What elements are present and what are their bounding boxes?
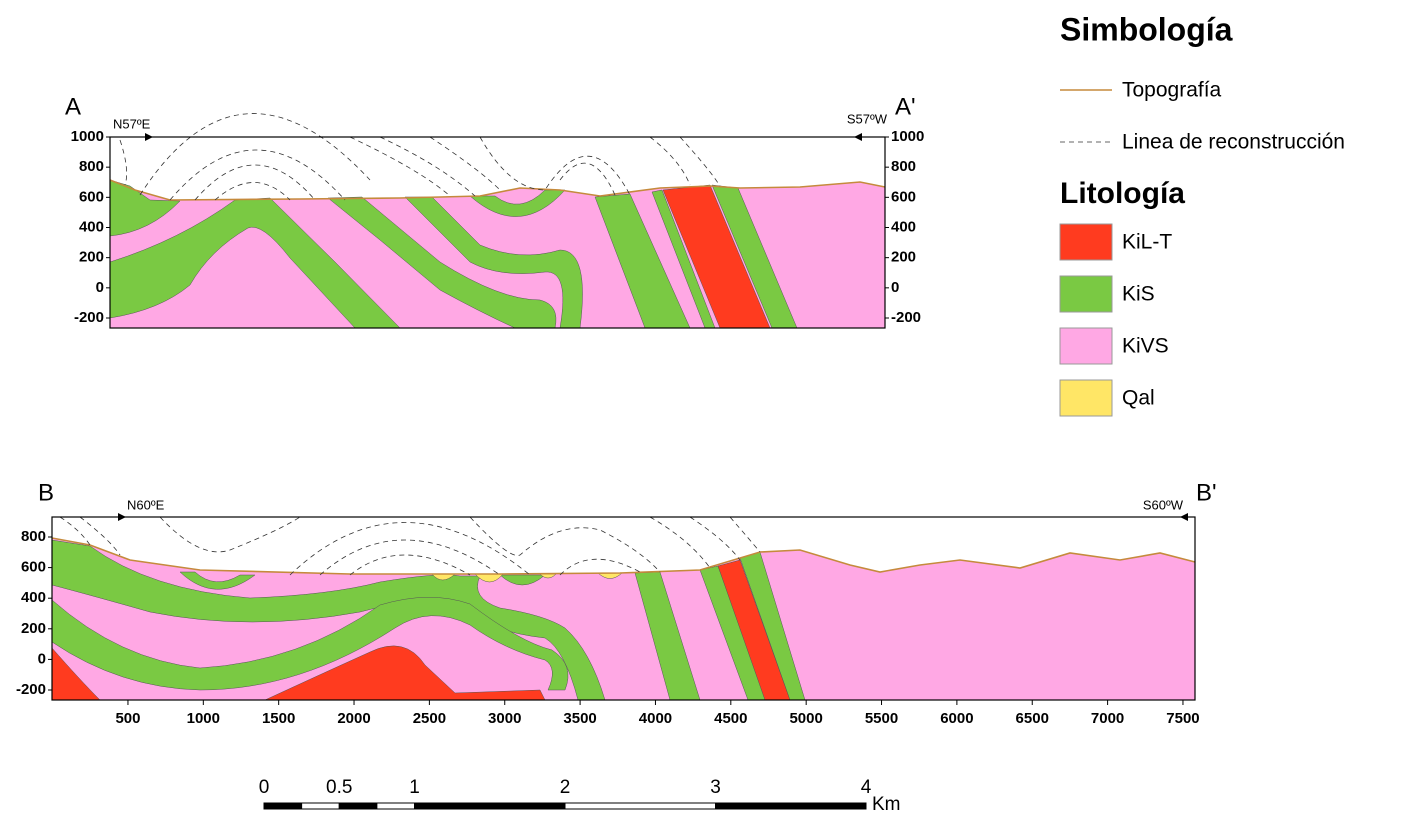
scale-segment [376,802,415,810]
y-tick-label: 800 [79,158,104,175]
x-tick-label: 1500 [262,710,295,727]
scale-label: 4 [861,777,872,798]
scale-label: 3 [710,777,721,798]
y-tick-label: 400 [79,218,104,235]
x-tick-label: 3500 [563,710,596,727]
y-tick-label: 0 [38,650,46,667]
scale-segment [715,802,867,810]
y-tick-label: 1000 [71,128,104,145]
scale-label: 1 [409,777,420,798]
y-tick-label: 1000 [891,128,924,145]
y-tick-label: -200 [74,309,104,326]
scale-label: 0.5 [326,777,352,798]
scale-segment [263,802,303,810]
y-tick-label: 0 [96,279,104,296]
legend-title: Simbología [1060,11,1233,47]
section-start: A [65,93,81,120]
reconstruction-line [59,516,761,576]
y-tick-label: 600 [21,559,46,576]
y-tick-label: -200 [891,309,921,326]
x-tick-label: 2500 [413,710,446,727]
legend-label: KiS [1122,283,1155,306]
legend-label: KiVS [1122,335,1169,358]
y-tick-label: 200 [21,620,46,637]
legend-swatch [1059,327,1113,365]
legend-swatch [1059,379,1113,417]
bearing: N60ºE [127,497,165,512]
kis [109,197,401,329]
x-tick-label: 4000 [639,710,672,727]
section-end: B' [1196,479,1217,506]
bearing: S60ºW [1143,497,1184,512]
y-tick-label: 0 [891,279,899,296]
section-b: B B' N60ºE S60ºW [38,479,1217,701]
x-tick-label: 1000 [187,710,220,727]
plot-frame [51,516,1196,701]
kis [327,196,557,329]
y-tick-label: 400 [891,218,916,235]
scale-segment [414,802,566,810]
lithology-title: Litología [1060,177,1185,210]
y-tick-label: 200 [891,249,916,266]
x-tick-label: 3000 [488,710,521,727]
bearing: N57ºE [113,116,151,131]
y-tick-label: 600 [79,188,104,205]
y-tick-label: -200 [16,681,46,698]
qal [431,572,623,583]
section-start: B [38,479,54,506]
legend-swatch [1059,275,1113,313]
section-end: A' [895,93,916,120]
geology [109,179,886,329]
x-tick-label: 500 [115,710,140,727]
lithology-legend: KiL-T KiS KiVS Qal [1059,223,1172,417]
scale-segment [301,802,340,810]
scale-unit: Km [872,794,901,815]
y-tick-label: 600 [891,188,916,205]
topography [109,179,886,201]
legend-label: KiL-T [1122,231,1172,254]
scale-segment [564,802,716,810]
y-tick-label: 800 [891,158,916,175]
legend-label: Qal [1122,387,1155,410]
scale-label: 0 [259,777,270,798]
x-tick-label: 2000 [337,710,370,727]
geology [51,537,1196,701]
section-a: A A' N57ºE S57ºW [65,93,916,329]
x-tick-label: 6000 [940,710,973,727]
kis [51,539,606,701]
legend-label: Topografía [1122,79,1222,102]
kis [179,571,256,590]
legend-label: Linea de reconstrucción [1122,131,1345,154]
x-tick-label: 7000 [1091,710,1124,727]
topography [51,537,1196,575]
y-tick-label: 800 [21,528,46,545]
x-tick-label: 5500 [865,710,898,727]
kil-t [264,645,546,701]
bearing: S57ºW [847,111,888,126]
x-tick-label: 7500 [1166,710,1199,727]
x-tick-label: 4500 [714,710,747,727]
y-tick-label: 200 [79,249,104,266]
scale-bar: 0 0.5 1 2 3 4Km [259,777,901,815]
scale-segment [338,802,378,810]
x-tick-label: 5000 [789,710,822,727]
x-tick-label: 6500 [1016,710,1049,727]
plot-frame [109,136,886,329]
kis [51,597,569,691]
scale-label: 2 [560,777,571,798]
y-tick-label: 400 [21,589,46,606]
reconstruction-line [119,113,721,201]
legend-swatch [1059,223,1113,261]
